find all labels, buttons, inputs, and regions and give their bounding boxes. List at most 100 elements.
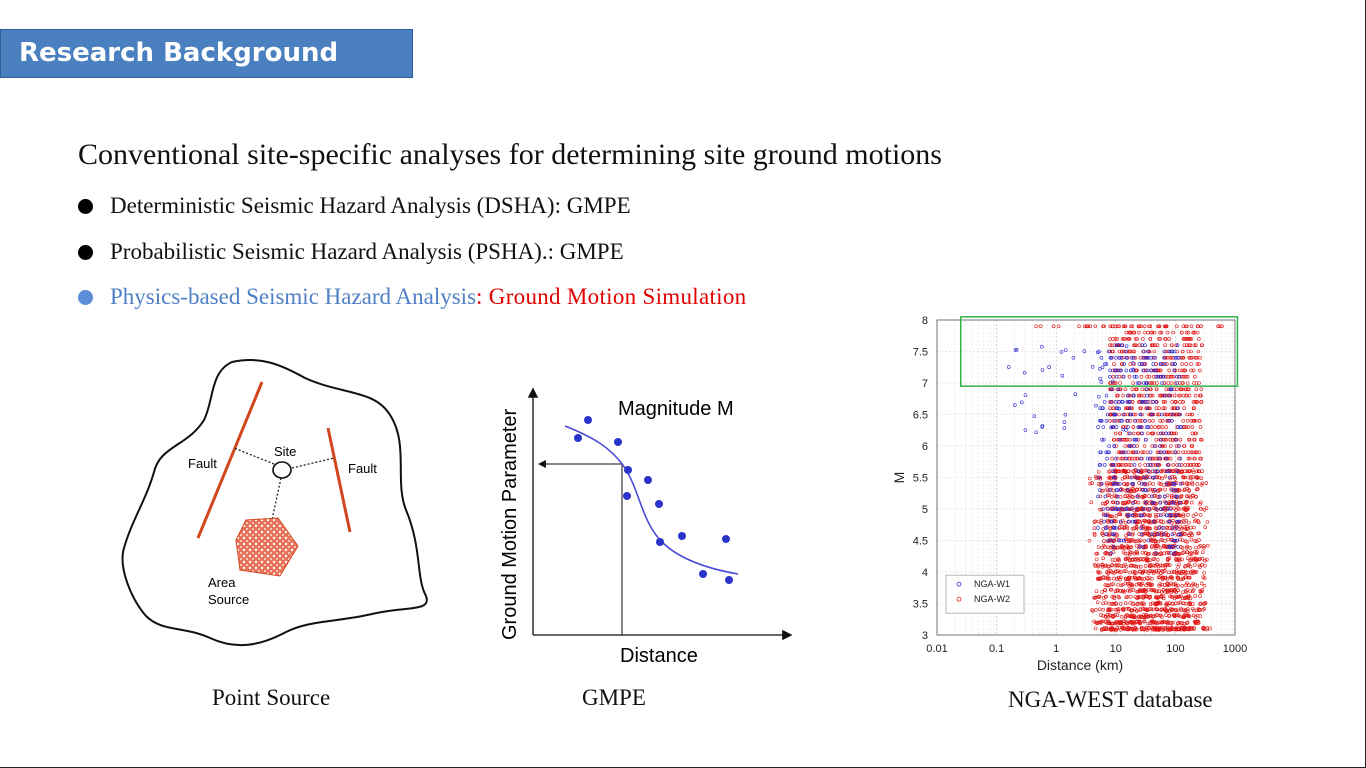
scatter-point (1040, 368, 1045, 372)
scatter-point (1137, 393, 1142, 398)
scatter-point (1126, 406, 1131, 410)
scatter-point (1186, 463, 1190, 467)
scatter-point (1130, 482, 1134, 486)
scatter-point (1129, 620, 1134, 624)
scatter-point (1199, 387, 1204, 392)
scatter-point (1180, 596, 1185, 601)
scatter-point (1114, 563, 1119, 567)
scatter-point (1101, 576, 1106, 580)
scatter-point (1160, 393, 1164, 398)
scatter-point (1113, 381, 1118, 385)
scatter-point (1165, 620, 1170, 625)
scatter-point (1140, 400, 1145, 404)
scatter-point (1119, 570, 1123, 574)
scatter-point (1191, 587, 1196, 592)
scatter-point (1112, 602, 1116, 606)
scatter-point (1125, 507, 1130, 511)
scatter-point (1152, 343, 1157, 348)
scatter-point (1140, 513, 1145, 518)
scatter-point (1119, 419, 1123, 423)
scatter-point (1199, 601, 1203, 606)
scatter-point (1150, 582, 1155, 587)
scatter-point (1110, 519, 1114, 524)
scatter-point (1096, 425, 1100, 429)
x-tick-label: 10 (1110, 643, 1122, 655)
scatter-point (1175, 374, 1179, 379)
scatter-point (1197, 450, 1202, 455)
scatter-point (1104, 513, 1109, 518)
scatter-point (1179, 608, 1184, 612)
scatter-point (1140, 570, 1145, 575)
scatter-point (1103, 551, 1107, 555)
scatter-point (1136, 469, 1141, 473)
scatter-point (1171, 469, 1175, 473)
scatter-point (1183, 463, 1187, 467)
scatter-point (1111, 482, 1116, 486)
scatter-point (1125, 406, 1129, 410)
scatter-point (1200, 587, 1205, 592)
scatter-point (1114, 374, 1119, 379)
scatter-point (1203, 558, 1207, 563)
scatter-point (1186, 575, 1191, 580)
y-tick-label: 5.5 (913, 473, 928, 485)
scatter-point (1174, 584, 1179, 588)
scatter-point (1032, 414, 1037, 418)
scatter-point (1170, 601, 1175, 606)
scatter-point (1128, 431, 1132, 436)
scatter-point (1114, 494, 1118, 499)
scatter-point (1121, 437, 1126, 442)
scatter-point (1147, 374, 1152, 379)
scatter-point (1144, 551, 1148, 555)
scatter-point (1173, 614, 1177, 619)
scatter-point (1150, 601, 1155, 606)
scatter-point (1129, 444, 1134, 448)
bullet-separator: : (476, 284, 489, 309)
scatter-point (1125, 488, 1130, 492)
scatter-point (1204, 506, 1209, 510)
scatter-point (1181, 324, 1186, 329)
scatter-point (1198, 513, 1203, 517)
scatter-point (1199, 456, 1204, 461)
scatter-point (1114, 444, 1119, 448)
scatter-point (1158, 368, 1163, 373)
scatter-point (1135, 368, 1139, 373)
scatter-point (1196, 557, 1201, 562)
scatter-point (1138, 607, 1143, 611)
scatter-point (1191, 463, 1196, 467)
scatter-point (1163, 474, 1168, 479)
scatter-point (1157, 620, 1161, 625)
scatter-point (1177, 456, 1181, 461)
scatter-point (1159, 469, 1164, 473)
highlight-box (959, 316, 1239, 387)
scatter-point (1139, 614, 1143, 619)
scatter-point (1158, 513, 1163, 518)
scatter-point (1120, 343, 1124, 348)
scatter-point (1189, 368, 1193, 373)
scatter-point (1133, 355, 1138, 360)
scatter-point (1143, 419, 1147, 423)
scatter-point (1195, 487, 1199, 492)
scatter-point (1112, 507, 1117, 511)
scatter-point (1142, 475, 1147, 480)
scatter-point (1098, 621, 1103, 625)
scatter-point (1134, 507, 1139, 511)
scatter-point (1117, 406, 1121, 411)
scatter-point (1106, 607, 1111, 611)
scatter-point (1194, 545, 1198, 550)
scatter-point (1098, 366, 1102, 371)
scatter-point (1098, 488, 1102, 492)
scatter-point (1165, 558, 1170, 562)
scatter-point (1104, 419, 1109, 423)
scatter-point (1151, 620, 1156, 624)
scatter-point (1114, 507, 1119, 511)
scatter-point (1163, 437, 1168, 442)
scatter-point (1133, 626, 1138, 631)
scatter-point (1200, 556, 1205, 561)
scatter-point (1187, 437, 1192, 442)
scatter-point (1174, 608, 1179, 612)
scatter-point (1125, 400, 1130, 404)
scatter-point (1092, 526, 1097, 530)
scatter-point (1165, 609, 1170, 613)
scatter-point (1184, 425, 1189, 429)
x-tick-label: 1000 (1223, 643, 1247, 655)
